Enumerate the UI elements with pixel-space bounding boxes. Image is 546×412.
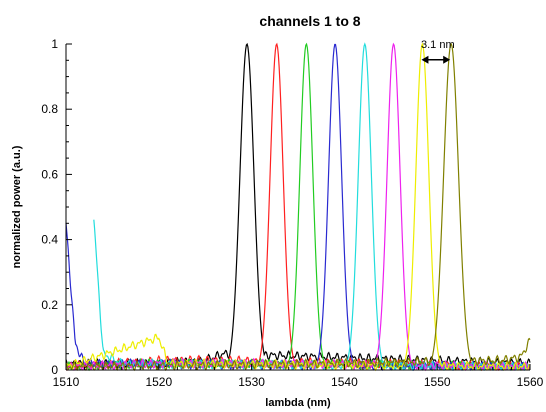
plot-background: [66, 44, 530, 370]
y-tick-label: 0.2: [41, 298, 58, 312]
x-axis-label: lambda (nm): [265, 397, 331, 409]
y-tick-label: 0: [51, 363, 58, 377]
spacing-label: 3.1 nm: [421, 39, 455, 51]
x-tick-label: 1510: [53, 375, 80, 389]
y-tick-label: 0.4: [41, 233, 58, 247]
x-tick-label: 1560: [517, 375, 544, 389]
spacing-annotation: 3.1 nm: [421, 39, 455, 64]
series-layer: [65, 42, 531, 372]
x-tick-label: 1530: [238, 375, 265, 389]
series-line-6: [65, 42, 531, 372]
x-tick-label: 1550: [424, 375, 451, 389]
spacing-arrowhead-left: [421, 55, 429, 64]
x-tick-label: 1540: [331, 375, 358, 389]
spacing-arrowhead-right: [443, 55, 451, 64]
chart-title: channels 1 to 8: [259, 13, 360, 29]
y-tick-label: 1: [51, 37, 58, 51]
x-tick-label: 1520: [145, 375, 172, 389]
series-line-8: [65, 42, 531, 372]
y-tick-label: 0.6: [41, 167, 58, 181]
y-axis-label: normalized power (a.u.): [11, 145, 23, 268]
x-axis-ticks: 1510 1520 1530 1540 1550 1560: [53, 364, 544, 389]
plot-area: 1510 1520 1530 1540 1550 1560 00.20.40.60.81 …: [41, 37, 543, 389]
y-tick-label: 0.8: [41, 102, 58, 116]
y-axis-ticks: 0 0.2 0.4 0.6 0.8 1: [41, 37, 72, 377]
